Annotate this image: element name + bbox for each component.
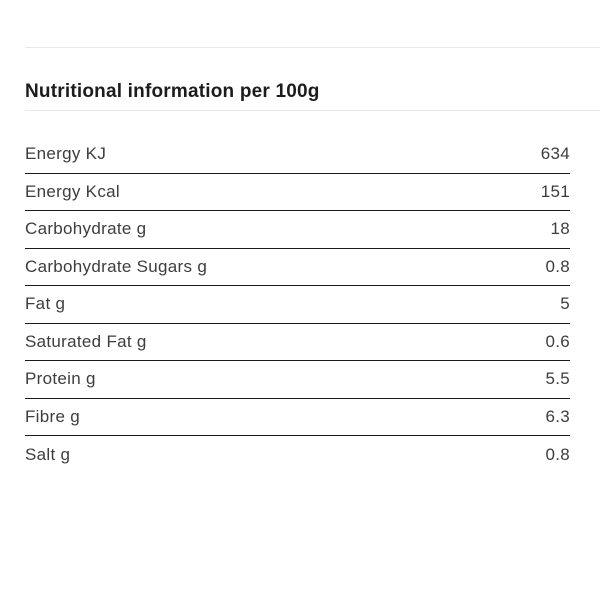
header-rule-top <box>25 47 600 48</box>
table-row: Carbohydrate g 18 <box>25 211 570 249</box>
row-value: 0.8 <box>545 256 570 276</box>
row-label: Fibre g <box>25 406 81 426</box>
row-label: Carbohydrate Sugars g <box>25 256 208 276</box>
row-value: 5.5 <box>545 369 570 389</box>
row-label: Protein g <box>25 369 96 389</box>
nutrition-table: Energy KJ 634 Energy Kcal 151 Carbohydra… <box>25 136 570 474</box>
table-row: Protein g 5.5 <box>25 361 570 399</box>
row-value: 6.3 <box>545 406 570 426</box>
table-row: Energy KJ 634 <box>25 136 570 174</box>
row-value: 151 <box>540 181 570 201</box>
row-value: 5 <box>560 294 570 314</box>
page-title: Nutritional information per 100g <box>25 80 320 102</box>
table-row: Fat g 5 <box>25 286 570 324</box>
row-value: 0.6 <box>545 331 570 351</box>
row-value: 634 <box>540 144 570 164</box>
row-label: Carbohydrate g <box>25 219 147 239</box>
header-rule-bottom <box>25 110 600 111</box>
row-label: Energy Kcal <box>25 181 120 201</box>
table-row: Carbohydrate Sugars g 0.8 <box>25 249 570 286</box>
table-row: Saturated Fat g 0.6 <box>25 324 570 361</box>
table-row: Fibre g 6.3 <box>25 399 570 436</box>
row-value: 0.8 <box>545 444 570 464</box>
table-row: Energy Kcal 151 <box>25 174 570 211</box>
row-label: Saturated Fat g <box>25 331 147 351</box>
table-row: Salt g 0.8 <box>25 436 570 474</box>
row-label: Fat g <box>25 294 66 314</box>
row-label: Energy KJ <box>25 144 107 164</box>
row-value: 18 <box>550 219 570 239</box>
row-label: Salt g <box>25 444 71 464</box>
